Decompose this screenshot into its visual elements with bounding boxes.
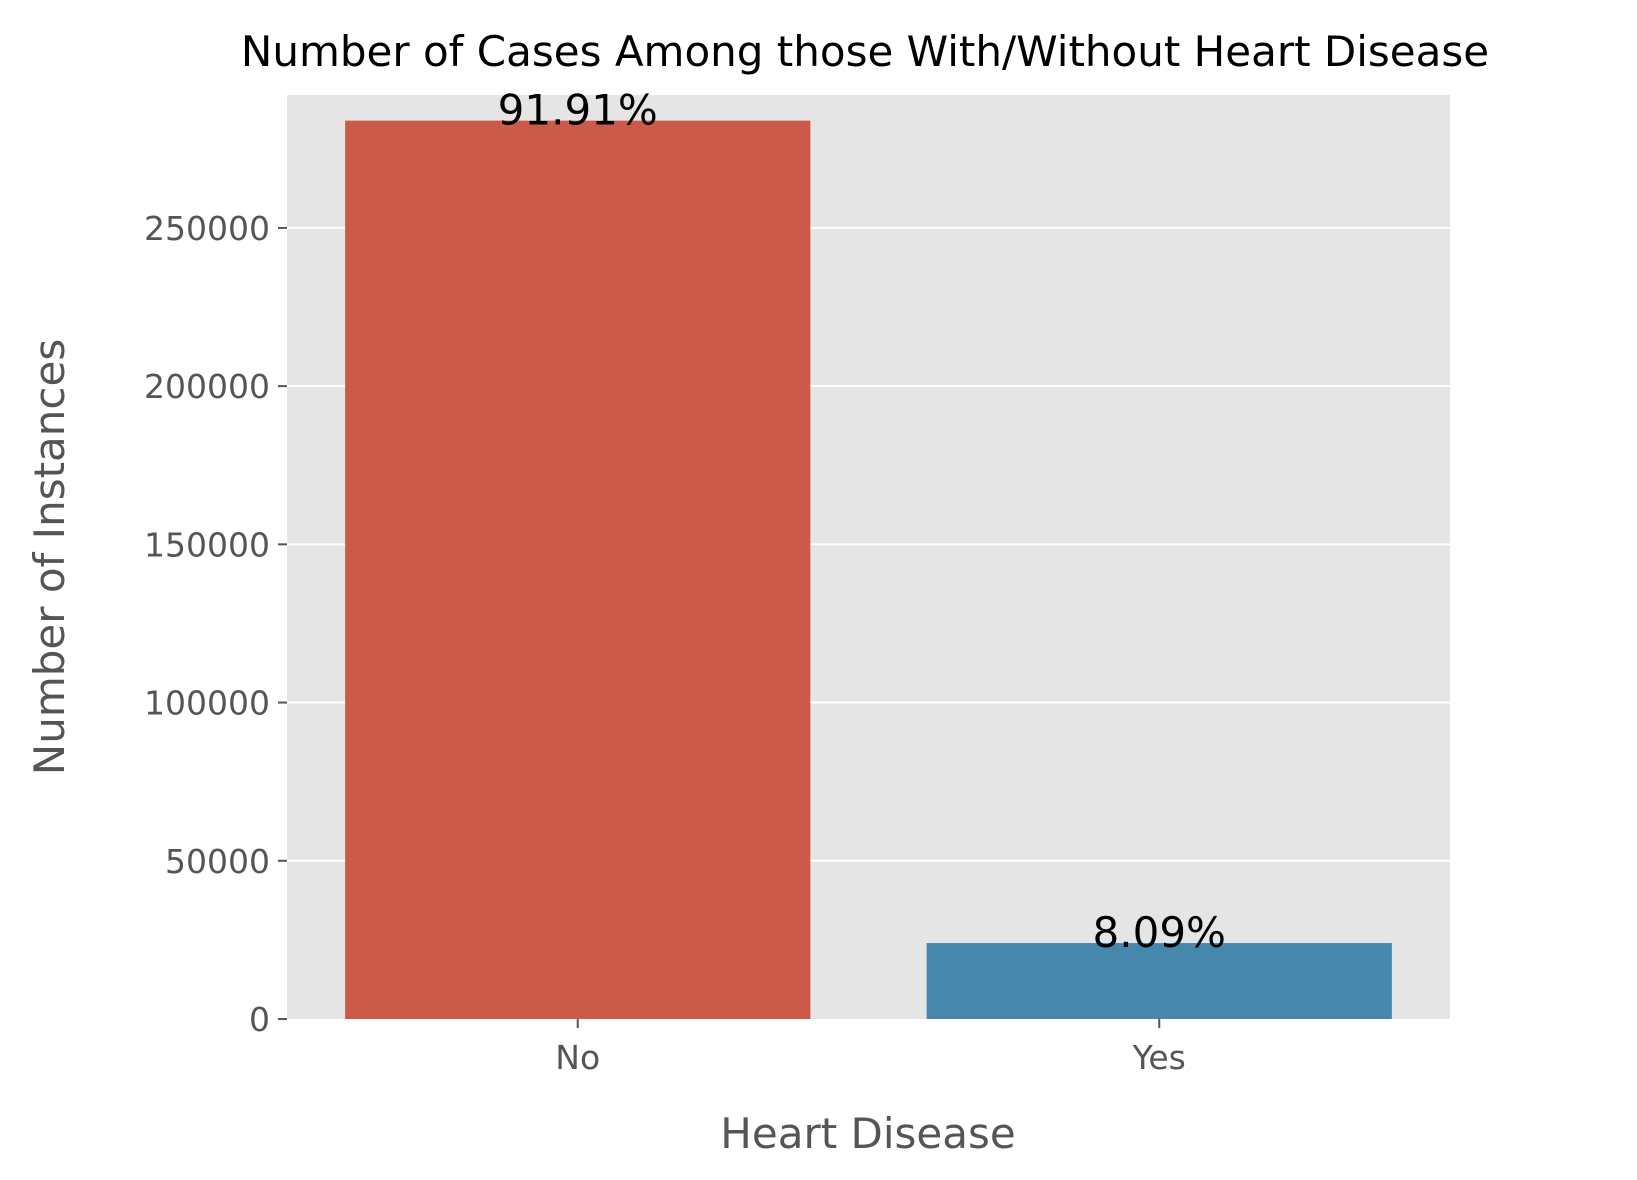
bars (345, 120, 1392, 1019)
bar-no (345, 120, 811, 1019)
x-axis-label: Heart Disease (720, 1109, 1015, 1158)
y-axis-label: Number of Instances (25, 339, 74, 775)
data-label-yes: 8.09% (1093, 908, 1226, 957)
y-tick-label: 50000 (165, 842, 270, 881)
x-tick-label: No (555, 1038, 600, 1077)
y-tick-label: 100000 (144, 684, 270, 723)
y-tick-label: 150000 (144, 525, 270, 564)
y-axis: 0 50000 100000 150000 200000 250000 (144, 209, 287, 1039)
x-axis: No Yes (555, 1019, 1186, 1077)
y-tick-label: 200000 (144, 367, 270, 406)
data-label-no: 91.91% (498, 86, 658, 135)
y-tick-label: 250000 (144, 209, 270, 248)
bar-yes (926, 943, 1392, 1019)
chart-title: Number of Cases Among those With/Without… (241, 27, 1489, 76)
data-labels: 91.91% 8.09% (498, 86, 1226, 957)
y-tick-label: 0 (249, 1000, 270, 1039)
x-tick-label: Yes (1132, 1038, 1186, 1077)
